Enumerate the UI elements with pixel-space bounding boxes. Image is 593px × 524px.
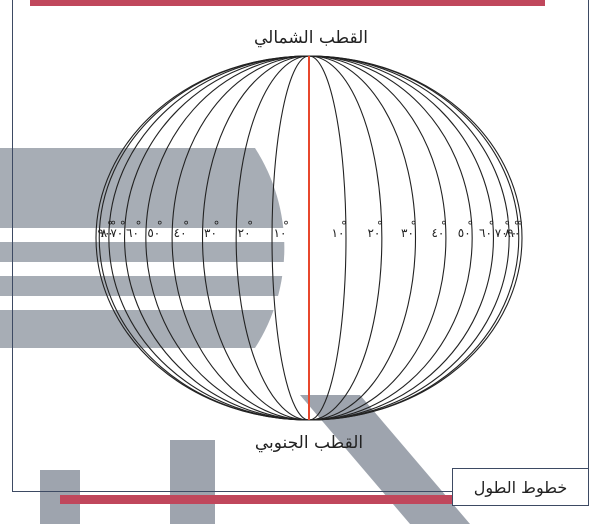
degree-label-west-40: ٤٠ (174, 226, 187, 240)
watermark-stripe (0, 262, 420, 276)
degree-symbol-west-30: ° (214, 219, 220, 233)
degree-label-east-20: ٢٠ (367, 226, 380, 240)
degree-symbol-east-70: ° (504, 219, 510, 233)
degree-symbol-west-50: ° (157, 219, 163, 233)
degree-label-east-30: ٣٠ (401, 226, 414, 240)
meridian-east-90 (308, 55, 523, 421)
degree-label-west-30: ٣٠ (204, 226, 217, 240)
meridian-west-90 (95, 55, 310, 421)
caption-box: خطوط الطول (452, 468, 589, 506)
watermark-stripe (0, 228, 420, 242)
degree-symbol-east-20: ° (377, 219, 383, 233)
degree-label-east-50: ٥٠ (458, 226, 471, 240)
north-pole-label: القطب الشمالي (254, 28, 368, 48)
degree-symbol-west-40: ° (183, 219, 189, 233)
south-pole-label: القطب الجنوبي (254, 433, 364, 453)
degree-label-east-40: ٤٠ (431, 226, 444, 240)
meridian-east-70 (308, 55, 510, 421)
degree-symbol-west-60: ° (136, 219, 142, 233)
degree-symbol-west-80: ° (110, 219, 116, 233)
frame-top-accent-bar (30, 0, 545, 6)
degree-symbol-west-90: ° (107, 219, 113, 233)
degree-label-east-70: ٧٠ (495, 226, 508, 240)
meridian-degree-labels: ١٠°١٠° ٢٠°٢٠° ٣٠°٣٠° ٤٠°٤٠° ٥٠°٥٠° ٦٠°٦٠° ٧٠°٧… (98, 219, 523, 240)
degree-symbol-east-80: ° (514, 219, 520, 233)
frame-left-border (12, 0, 13, 492)
meridian-east-80 (308, 55, 520, 421)
degree-label-east-60: ٦٠ (479, 226, 492, 240)
degree-label-west-70: ٧٠ (110, 226, 123, 240)
meridian-west-20 (235, 55, 310, 421)
degree-label-west-20: ٢٠ (238, 226, 251, 240)
degree-label-west-60: ٦٠ (126, 226, 139, 240)
degree-label-west-90: ٩٠ (98, 226, 111, 240)
meridian-east-50 (308, 55, 473, 421)
meridian-west-40 (171, 55, 310, 421)
meridian-west-30 (202, 55, 310, 421)
degree-label-west-10: ١٠ (274, 226, 287, 240)
meridian-east-10 (308, 55, 347, 421)
meridian-east-40 (308, 55, 447, 421)
degree-symbol-east-40: ° (441, 219, 447, 233)
meridian-west-10 (271, 55, 310, 421)
degree-symbol-east-90: ° (517, 219, 523, 233)
meridian-west-70 (108, 55, 310, 421)
degree-symbol-east-30: ° (411, 219, 417, 233)
degree-label-east-90: ٩٠ (508, 226, 521, 240)
degree-label-east-10: ١٠ (332, 226, 345, 240)
meridian-east-30 (308, 55, 416, 421)
degree-symbol-east-10: ° (341, 219, 347, 233)
degree-symbol-west-70: ° (120, 219, 126, 233)
meridian-east-60 (308, 55, 495, 421)
degree-symbol-west-20: ° (247, 219, 253, 233)
caption-text: خطوط الطول (473, 477, 568, 497)
frame-right-border (588, 0, 589, 468)
meridian-west-50 (145, 55, 310, 421)
degree-label-east-80: ٨٠ (504, 226, 517, 240)
frame-bottom-accent-bar (60, 495, 452, 504)
degree-symbol-west-10: ° (283, 219, 289, 233)
frame-bottom-border (12, 491, 452, 492)
degree-symbol-east-50: ° (467, 219, 473, 233)
degree-symbol-east-60: ° (489, 219, 495, 233)
meridian-west-80 (98, 55, 310, 421)
meridian-lines (95, 55, 523, 421)
degree-label-west-50: ٥٠ (147, 226, 160, 240)
meridian-west-60 (123, 55, 310, 421)
meridian-east-20 (308, 55, 383, 421)
degree-label-west-80: ٨٠ (101, 226, 114, 240)
